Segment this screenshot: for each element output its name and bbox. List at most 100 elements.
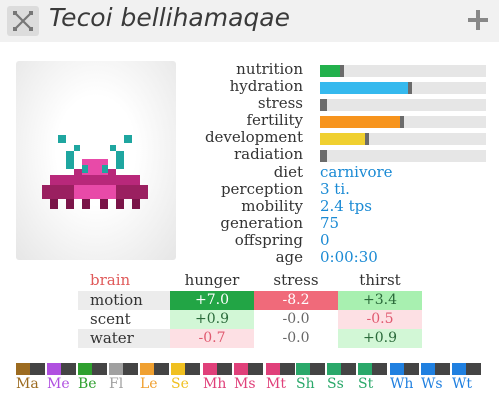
brain-title: brain: [90, 271, 131, 289]
brain-cell: -0.7: [170, 329, 254, 348]
col-head-hunger: hunger: [184, 271, 240, 289]
scent-swatch-Be: [78, 363, 92, 375]
scent-gap: [30, 363, 45, 375]
scent-label-Sh: Sh: [296, 376, 315, 392]
stat-bar: [320, 99, 486, 111]
scent-label-Ma: Ma: [16, 376, 39, 392]
stat-cap: [323, 99, 327, 111]
creature-portrait: [16, 61, 176, 260]
plus-icon: [468, 10, 488, 30]
info-label: perception: [220, 180, 303, 198]
scent-label-Wt: Wt: [452, 376, 473, 392]
brain-row-label: motion: [78, 291, 170, 310]
stat-fill: [320, 65, 340, 77]
info-value: 0:00:30: [320, 248, 378, 266]
scent-gap: [123, 363, 138, 375]
stat-label: development: [204, 128, 303, 146]
scent-gap: [341, 363, 356, 375]
stat-row-radiation: radiation: [190, 145, 499, 164]
creature-sprite: [42, 135, 148, 209]
scent-swatch-Ma: [16, 363, 30, 375]
info-row-diet: diet carnivore: [190, 163, 499, 182]
info-value: carnivore: [320, 163, 393, 181]
scent-label-St: St: [358, 376, 374, 392]
info-row-mobility: mobility 2.4 tps: [190, 197, 499, 216]
scent-gap: [248, 363, 263, 375]
scent-label-Mt: Mt: [266, 376, 286, 392]
scent-swatch-Fl: [109, 363, 123, 375]
info-label: offspring: [234, 231, 303, 249]
stat-label: nutrition: [236, 60, 303, 78]
scent-gap: [154, 363, 169, 375]
scent-swatch-Mh: [203, 363, 217, 375]
scent-swatch-Wt: [452, 363, 466, 375]
brain-cell: +0.9: [170, 310, 254, 329]
stat-fill: [320, 99, 323, 111]
scent-swatch-Mt: [266, 363, 280, 375]
stat-label: fertility: [246, 111, 303, 129]
stat-row-hydration: hydration: [190, 77, 499, 96]
info-label: diet: [273, 163, 303, 181]
info-label: mobility: [241, 197, 303, 215]
stat-fill: [320, 116, 400, 128]
brain-cell: -0.5: [338, 310, 422, 329]
stat-row-stress: stress: [190, 94, 499, 113]
scent-label-Le: Le: [140, 376, 158, 392]
stat-cap: [340, 65, 344, 77]
stat-fill: [320, 82, 408, 94]
stat-fill: [320, 150, 323, 162]
close-x-icon: [13, 11, 33, 31]
brain-cell: +3.4: [338, 291, 422, 310]
brain-cell: +0.9: [338, 329, 422, 348]
scent-gap: [185, 363, 200, 375]
stat-bar: [320, 116, 486, 128]
info-row-offspring: offspring 0: [190, 231, 499, 250]
info-row-perception: perception 3 ti.: [190, 180, 499, 199]
scent-label-Ss: Ss: [327, 376, 344, 392]
stat-bar: [320, 150, 486, 162]
brain-row-label: water: [78, 329, 170, 348]
stat-label: hydration: [229, 77, 303, 95]
scent-swatch-Le: [140, 363, 154, 375]
close-button[interactable]: [7, 6, 39, 36]
stat-cap: [323, 150, 327, 162]
stat-cap: [408, 82, 412, 94]
scent-swatch-Ms: [234, 363, 248, 375]
stat-bar: [320, 65, 486, 77]
scent-label-Se: Se: [171, 376, 189, 392]
stat-label: stress: [257, 94, 303, 112]
scent-swatch-Ss: [327, 363, 341, 375]
brain-cell: -0.0: [254, 329, 338, 348]
scent-gap: [435, 363, 450, 375]
scent-label-Be: Be: [78, 376, 97, 392]
scent-gap: [92, 363, 107, 375]
col-head-stress: stress: [273, 271, 319, 289]
scent-label-Me: Me: [47, 376, 70, 392]
info-value: 0: [320, 231, 330, 249]
info-row-generation: generation 75: [190, 214, 499, 233]
scent-gap: [466, 363, 481, 375]
stat-row-nutrition: nutrition: [190, 60, 499, 79]
scent-label-Wh: Wh: [390, 376, 414, 392]
scent-swatch-St: [358, 363, 372, 375]
stat-row-fertility: fertility: [190, 111, 499, 130]
scent-swatch-Ws: [421, 363, 435, 375]
scent-swatch-Se: [171, 363, 185, 375]
stat-label: radiation: [234, 145, 303, 163]
scent-swatch-Me: [47, 363, 61, 375]
add-button[interactable]: [466, 8, 490, 32]
scent-gap: [310, 363, 325, 375]
scent-label-Fl: Fl: [109, 376, 124, 392]
brain-row-motion: motion +7.0 -8.2 +3.4: [78, 291, 422, 310]
scent-gap: [372, 363, 387, 375]
stat-bar: [320, 82, 486, 94]
scent-gap: [404, 363, 419, 375]
scent-swatch-Wh: [390, 363, 404, 375]
creature-name: Tecoi bellihamaqae: [49, 3, 290, 32]
col-head-thirst: thirst: [359, 271, 401, 289]
brain-row-label: scent: [78, 310, 170, 329]
info-value: 2.4 tps: [320, 197, 372, 215]
scent-label-Ws: Ws: [421, 376, 443, 392]
brain-row-scent: scent +0.9 -0.0 -0.5: [78, 310, 422, 329]
stat-bar: [320, 133, 486, 145]
